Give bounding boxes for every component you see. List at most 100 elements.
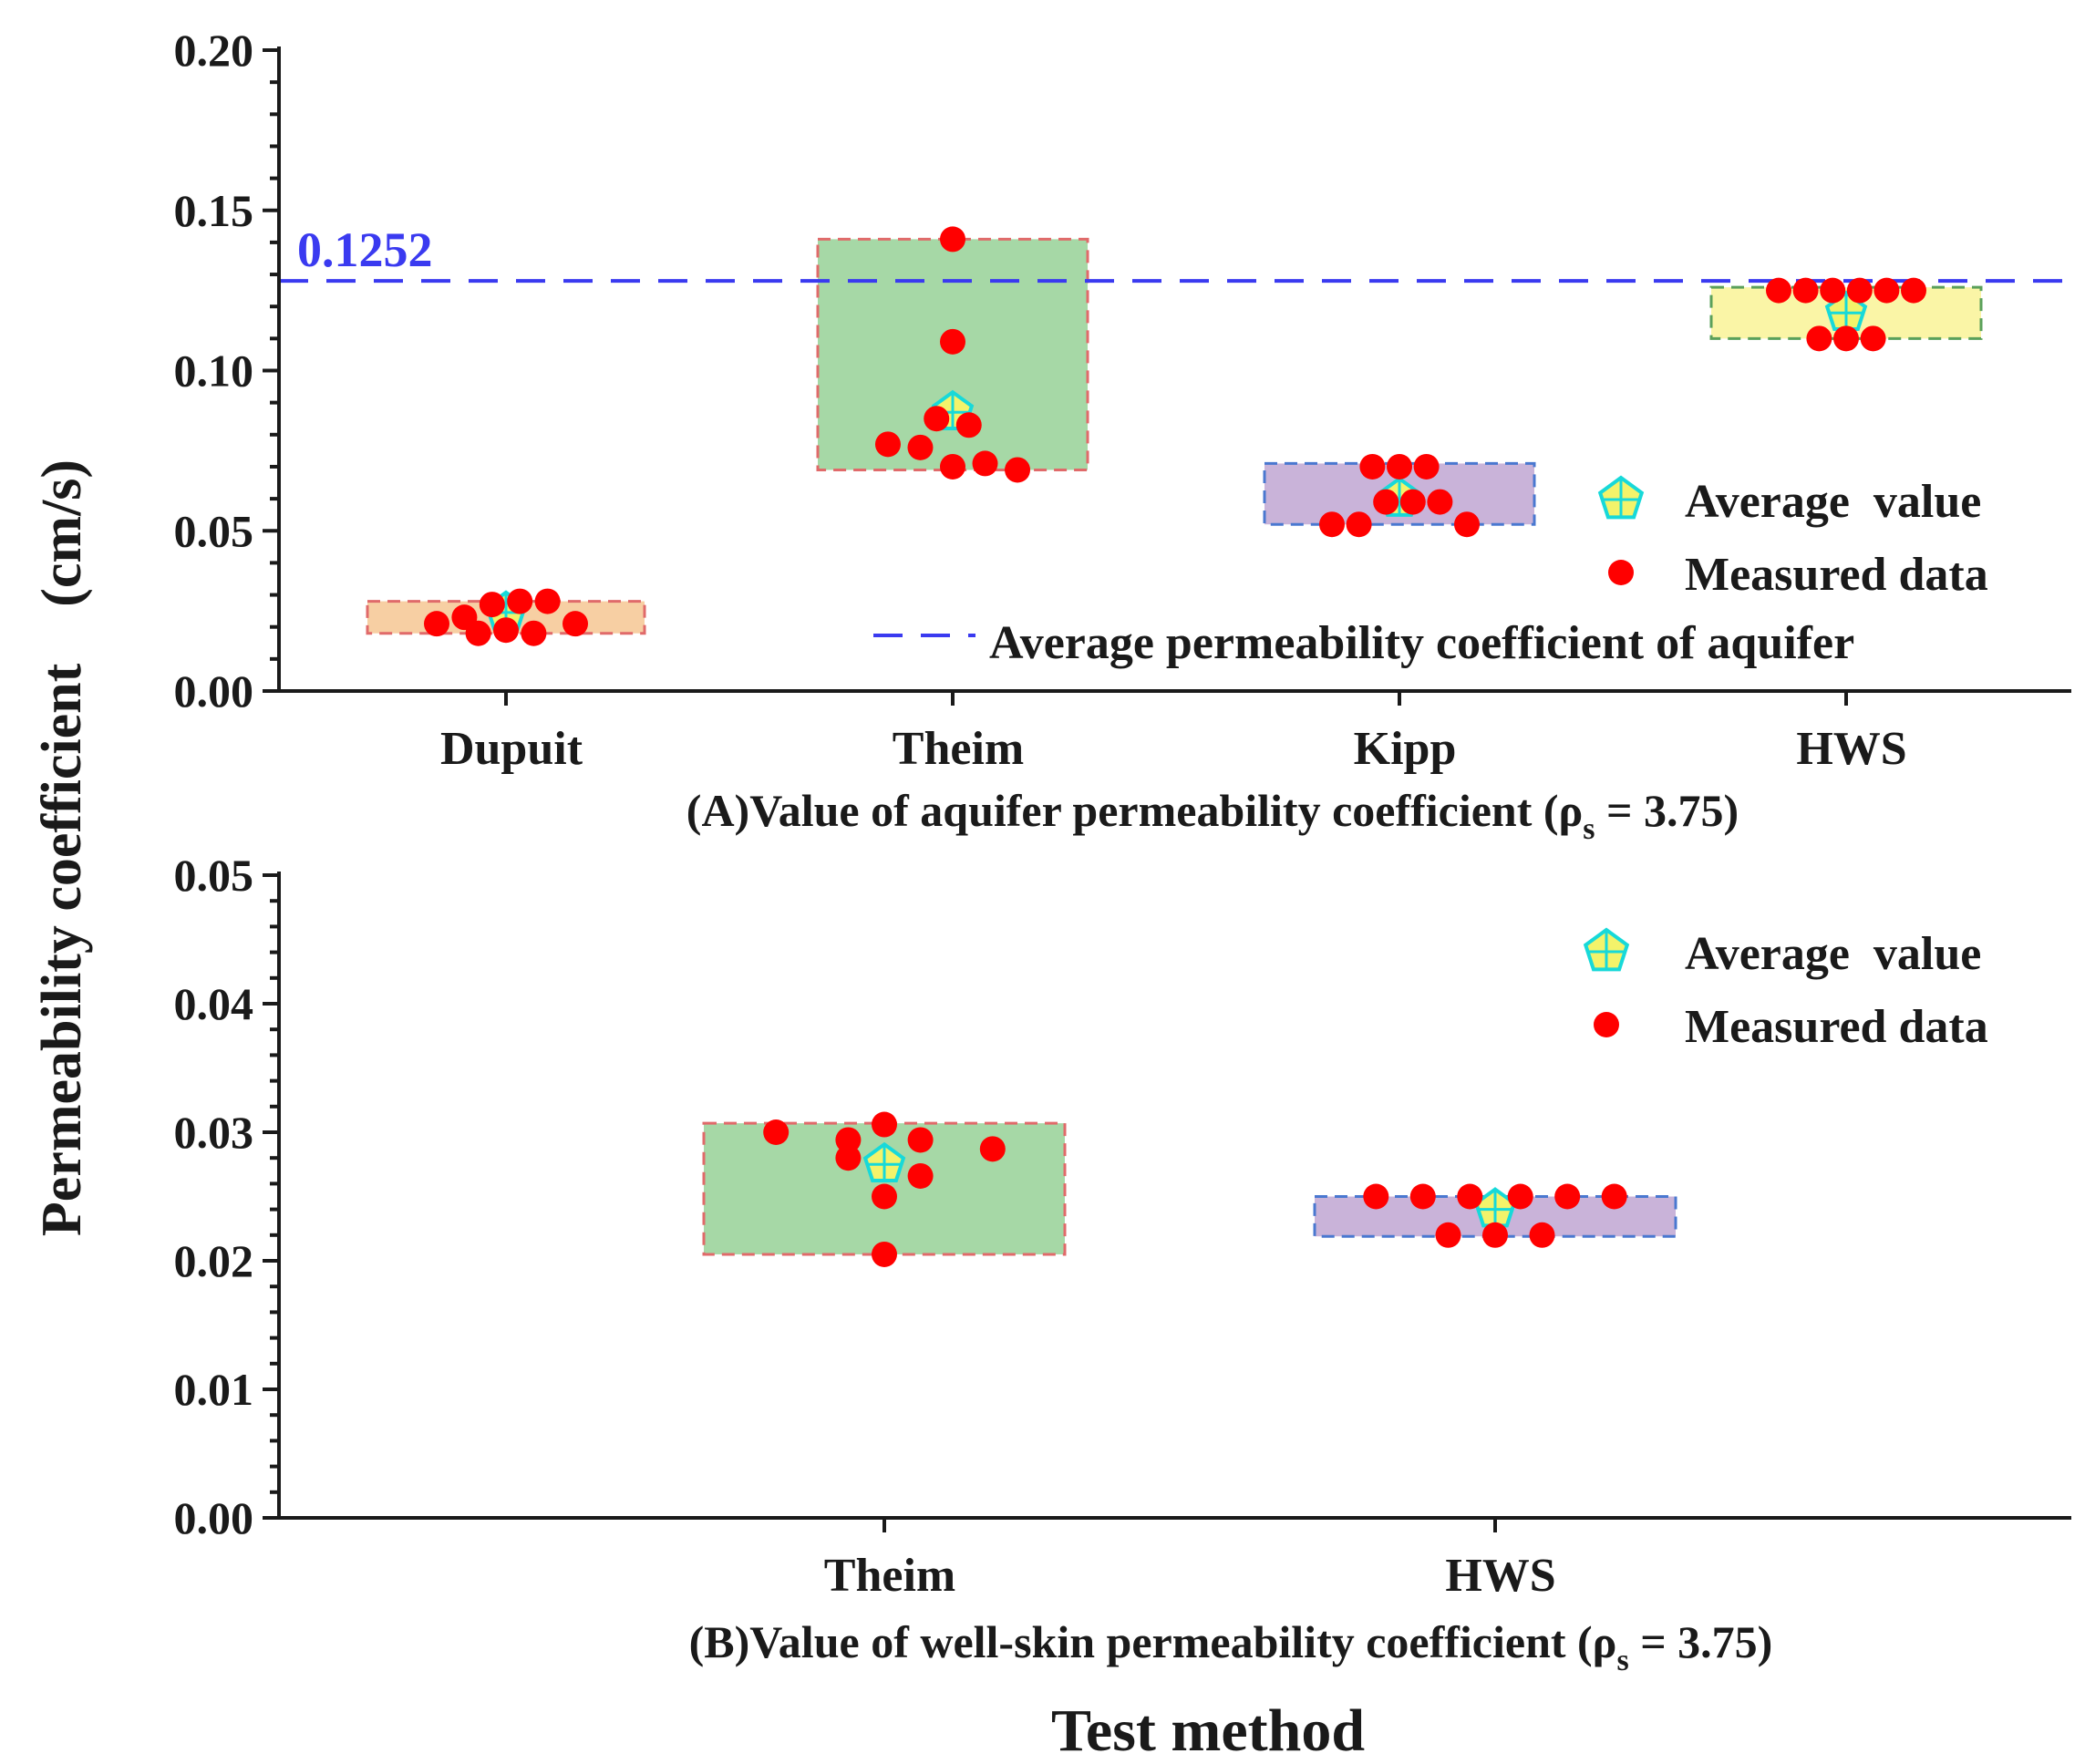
data-point: [835, 1127, 862, 1153]
legend-measured-marker-icon: [1608, 560, 1634, 585]
data-point: [1806, 325, 1832, 352]
data-point: [1873, 277, 1900, 304]
panel-b-caption: (B)Value of well-skin permeability coeff…: [689, 1616, 1773, 1677]
data-point: [955, 412, 982, 438]
data-point: [924, 406, 950, 432]
legend-average-marker-icon: [1583, 927, 1630, 972]
data-point: [493, 617, 519, 644]
data-point: [563, 611, 588, 637]
legend-measured-marker-icon: [1594, 1012, 1619, 1037]
panel-b-chart: 0.00 0.01 0.02 0.03 0.04 0.05 Theim HWS Averag…: [174, 850, 2071, 1677]
data-point: [1387, 453, 1412, 480]
data-point: [1399, 489, 1426, 515]
data-point: [1820, 277, 1846, 304]
x-tick-label-theim: Theim: [893, 723, 1024, 775]
data-point: [521, 620, 547, 646]
panel-a-caption-tail: = 3.75): [1595, 785, 1739, 836]
average-marker-theim: [862, 1141, 906, 1182]
data-point: [1005, 457, 1031, 483]
data-point: [1359, 453, 1386, 480]
box-theim: [816, 237, 1089, 471]
x-axis-label: Test method: [1051, 1697, 1365, 1764]
data-point: [1554, 1183, 1581, 1210]
data-point: [1409, 1183, 1436, 1210]
panel-a-points: [424, 226, 1926, 646]
data-point: [1363, 1183, 1389, 1210]
panel-b-legend: Average value Measured data: [1583, 927, 1988, 1053]
y-axis-label: Permeability coefficient (cm/s): [31, 459, 93, 1236]
data-point: [1860, 325, 1886, 352]
data-point: [1373, 489, 1399, 515]
data-point: [1346, 511, 1372, 538]
y-tick-label: 0.05: [174, 850, 254, 901]
data-point: [1427, 489, 1453, 515]
data-point: [507, 588, 533, 614]
panel-b-caption-main: (B)Value of well-skin permeability coeff…: [689, 1616, 1617, 1667]
data-point: [534, 588, 561, 614]
panel-a-caption-sub: s: [1583, 812, 1595, 846]
data-point: [907, 434, 934, 460]
data-point: [1846, 277, 1873, 304]
data-point: [907, 1162, 934, 1189]
data-point: [835, 1145, 862, 1171]
x-tick-label-kipp: Kipp: [1354, 723, 1457, 775]
legend-measured-label: Measured data: [1685, 1001, 1988, 1053]
data-point: [872, 1183, 897, 1210]
panel-b-caption-tail: = 3.75): [1629, 1616, 1773, 1667]
data-point: [1413, 453, 1440, 480]
panel-b-y-tick-labels: 0.00 0.01 0.02 0.03 0.04 0.05: [174, 850, 254, 1543]
reference-line-label: 0.1252: [297, 222, 433, 277]
data-point: [1319, 511, 1345, 538]
y-tick-label: 0.00: [174, 665, 254, 717]
data-point: [1766, 277, 1791, 304]
panel-a-axes: [263, 46, 2071, 706]
data-point: [874, 431, 901, 458]
data-point: [940, 453, 965, 480]
y-tick-label: 0.02: [174, 1235, 254, 1286]
data-point: [1601, 1183, 1627, 1210]
data-point: [424, 611, 449, 637]
data-point: [1901, 277, 1926, 304]
panel-b-axes: [263, 872, 2071, 1532]
data-point: [465, 620, 491, 646]
panel-a-caption: (A)Value of aquifer permeability coeffic…: [686, 785, 1739, 846]
legend-reference-label: Average permeability coefficient of aqui…: [989, 617, 1854, 669]
x-tick-label-hws: HWS: [1796, 723, 1906, 775]
legend-average-shape: [1583, 927, 1630, 972]
y-tick-label: 0.10: [174, 346, 254, 397]
panel-a-caption-main: (A)Value of aquifer permeability coeffic…: [686, 785, 1584, 836]
data-point: [1454, 511, 1480, 538]
data-point: [940, 226, 965, 253]
data-point: [907, 1127, 934, 1153]
panel-a-chart: 0.1252 0.00 0.05 0.10 0.15 0.20 Dupuit Theim K…: [174, 25, 2071, 846]
y-tick-label: 0.05: [174, 505, 254, 556]
data-point: [1435, 1222, 1461, 1248]
legend-average-label: Average value: [1685, 476, 1981, 528]
data-point: [979, 1136, 1006, 1162]
legend-average-shape: [1597, 475, 1645, 520]
data-point: [1507, 1183, 1533, 1210]
y-tick-label: 0.00: [174, 1492, 254, 1543]
y-tick-label: 0.01: [174, 1364, 254, 1415]
legend-measured-label: Measured data: [1685, 549, 1988, 601]
x-tick-label-hws: HWS: [1445, 1550, 1555, 1602]
panel-b-caption-sub: s: [1616, 1644, 1628, 1677]
data-point: [1529, 1222, 1555, 1248]
data-point: [479, 592, 505, 618]
data-point: [1482, 1222, 1508, 1248]
data-point: [1792, 277, 1819, 304]
data-point: [940, 328, 965, 355]
y-tick-label: 0.04: [174, 978, 254, 1029]
y-tick-label: 0.20: [174, 25, 254, 76]
data-point: [972, 450, 998, 477]
panel-a-y-tick-labels: 0.00 0.05 0.10 0.15 0.20: [174, 25, 254, 717]
data-point: [872, 1111, 897, 1138]
y-tick-label: 0.15: [174, 185, 254, 236]
data-point: [872, 1241, 897, 1267]
x-tick-label-dupuit: Dupuit: [440, 723, 583, 775]
panel-a-x-tick-labels: Dupuit Theim Kipp HWS: [440, 723, 1907, 775]
legend-average-marker-icon: [1597, 475, 1645, 520]
panel-b-points: [763, 1111, 1627, 1267]
panel-a-legend: Average value Measured data Average perm…: [873, 475, 1988, 669]
